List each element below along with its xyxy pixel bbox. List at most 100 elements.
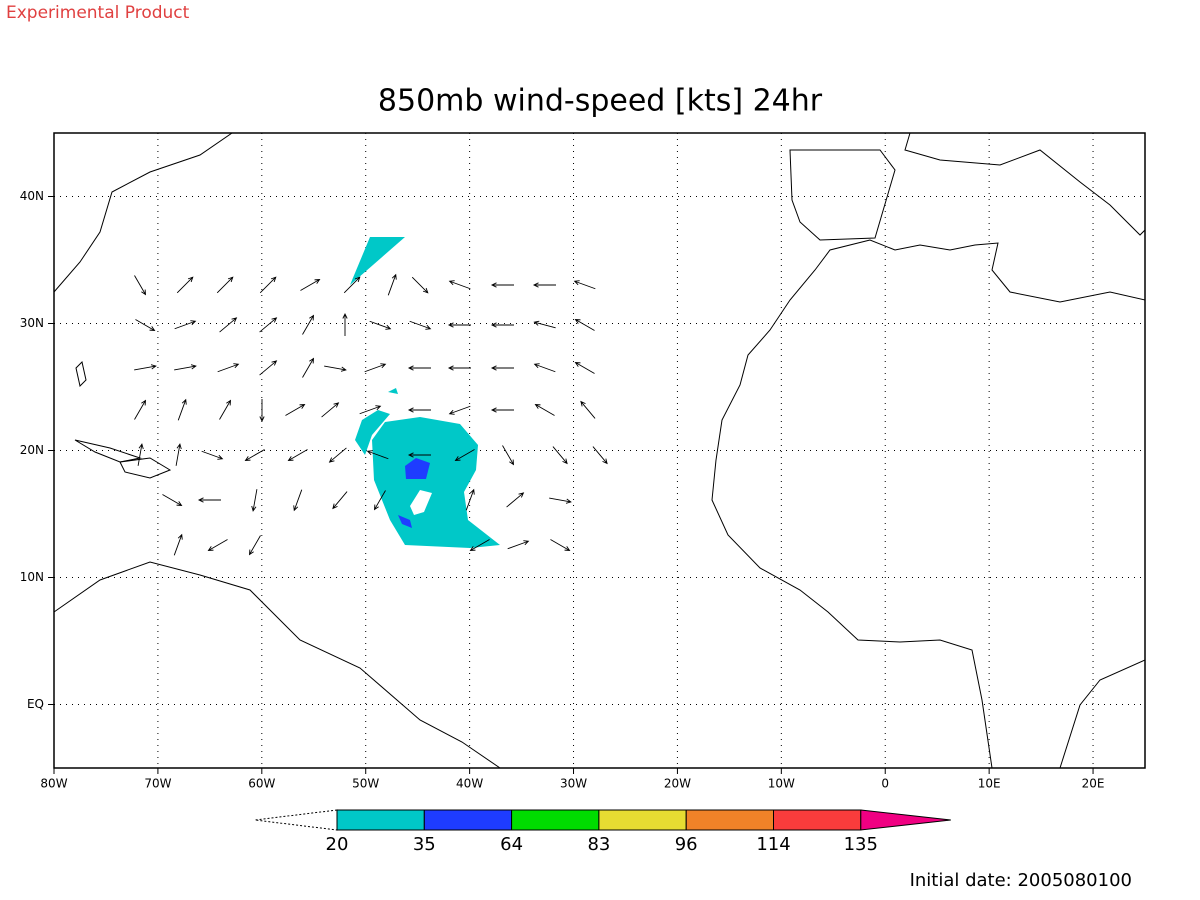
wind-arrow: [173, 533, 183, 556]
colorbar-box: [773, 809, 862, 831]
colorbar-label: 135: [844, 834, 878, 855]
wind-arrow: [217, 363, 240, 373]
shaded-area: [388, 388, 398, 394]
colorbar-label: 114: [756, 834, 790, 855]
coastlines: [53, 132, 1146, 769]
wind-arrow: [407, 365, 431, 371]
africa: [711, 239, 1146, 769]
wind-vectors: [134, 273, 608, 556]
wind-arrow: [135, 319, 156, 332]
wind-arrow: [469, 539, 490, 552]
x-tick-label: 50W: [352, 777, 379, 791]
wind-arrow: [366, 450, 389, 460]
south-america: [53, 561, 502, 769]
wind-arrow: [219, 317, 238, 333]
initial-date: Initial date: 2005080100: [910, 870, 1132, 891]
wind-arrow: [454, 449, 475, 462]
wind-arrow: [259, 399, 265, 423]
colorbar-label: 83: [587, 834, 610, 855]
wind-arrow: [177, 398, 187, 421]
wind-arrow: [506, 492, 525, 508]
colorbar-label: 96: [675, 834, 698, 855]
wind-arrow: [134, 399, 147, 420]
colorbar-box: [423, 809, 513, 831]
wind-arrow: [174, 364, 197, 371]
wind-arrow: [411, 276, 429, 294]
colorbar-box: [511, 809, 600, 831]
x-tick-label: 30W: [560, 777, 587, 791]
wind-arrow: [364, 363, 387, 373]
y-tick-label: 20N: [20, 443, 44, 457]
y-tick-label: 30N: [20, 316, 44, 330]
wind-arrow: [259, 317, 278, 333]
island: [119, 457, 172, 479]
x-tick-label: 20W: [664, 777, 691, 791]
colorbar-box: [598, 809, 687, 831]
colorbar-low-end: [254, 809, 338, 831]
wind-arrow: [447, 322, 471, 328]
wind-arrow: [387, 273, 397, 296]
north-america: [53, 132, 234, 294]
x-tick-label: 10W: [768, 777, 795, 791]
wind-arrow: [300, 278, 321, 291]
colorbar-label: 20: [326, 834, 349, 855]
wind-arrow: [201, 450, 224, 460]
wind-arrow: [490, 365, 514, 371]
wind-arrow: [490, 282, 514, 288]
x-tick-label: 80W: [40, 777, 67, 791]
shaded-area: [355, 410, 390, 455]
wind-arrow: [162, 494, 183, 507]
x-tick-label: 40W: [456, 777, 483, 791]
axis-ticks: 80W 70W 60W 50W 40W 30W 20W 10W 0 10E 20E EQ 10N 20N 3…: [20, 189, 1105, 791]
x-tick-label: 60W: [248, 777, 275, 791]
wind-arrow: [134, 275, 147, 296]
x-tick-label: 20E: [1082, 777, 1105, 791]
colorbar-box: [685, 809, 775, 831]
wind-arrow: [573, 280, 596, 290]
wind-arrow: [328, 447, 347, 463]
island: [75, 361, 87, 387]
wind-arrow: [359, 405, 382, 415]
wind-arrow: [134, 364, 157, 371]
colorbar: 20 35 64 83 96 114 135: [254, 809, 951, 855]
calm-area: [410, 490, 432, 515]
wind-arrow: [552, 446, 568, 465]
wind-arrow: [592, 446, 608, 465]
wind-arrow: [549, 497, 572, 504]
wind-arrow: [465, 488, 475, 511]
wind-arrow: [574, 361, 595, 374]
colorbar-label: 64: [500, 834, 523, 855]
wind-arrow: [293, 489, 303, 512]
wind-arrow: [369, 320, 392, 330]
wind-shading: [350, 237, 500, 548]
wind-arrow: [373, 490, 386, 511]
wind-arrow: [287, 449, 308, 462]
shaded-area: [405, 458, 430, 479]
wind-arrow: [285, 403, 306, 416]
grid: [54, 133, 1145, 768]
europe: [904, 132, 1146, 236]
wind-arrow: [448, 405, 471, 415]
wind-arrow: [244, 449, 265, 462]
wind-arrow: [259, 276, 277, 294]
plot-area: 80W 70W 60W 50W 40W 30W 20W 10W 0 10E 20E EQ 10N 20N 3…: [20, 132, 1146, 791]
wind-arrow: [502, 445, 515, 466]
plot-frame: [53, 132, 1146, 769]
wind-arrow: [137, 443, 144, 466]
wind-arrow: [490, 407, 514, 413]
shaded-area: [398, 515, 412, 528]
wind-arrow: [324, 365, 347, 372]
wind-arrow: [580, 400, 596, 419]
wind-arrow: [407, 452, 431, 458]
wind-arrow: [219, 399, 232, 420]
wind-arrow: [343, 276, 361, 294]
wind-arrow: [302, 357, 315, 378]
wind-arrow: [534, 403, 555, 416]
wind-arrow: [216, 276, 234, 294]
wind-arrow: [207, 539, 228, 552]
wind-arrow: [533, 320, 556, 329]
wind-arrow: [533, 363, 556, 373]
wind-arrow: [447, 365, 471, 371]
wind-arrow: [342, 312, 348, 336]
